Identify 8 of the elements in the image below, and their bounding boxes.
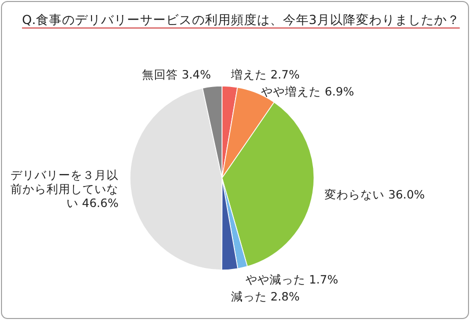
slice-label: やや増えた 6.9% <box>261 84 354 98</box>
slice-label: 変わらない 36.0% <box>324 188 425 202</box>
slice-label: 増えた 2.7% <box>230 67 300 82</box>
slice-label: デリバリーを３月以前から利用していない 46.6% <box>10 168 119 210</box>
chart-title: Q.食事のデリバリーサービスの利用頻度は、今年3月以降変わりましたか？ <box>22 12 460 27</box>
slice-label: やや減った 1.7% <box>245 272 338 286</box>
slice-label: 減った 2.8% <box>230 289 300 304</box>
slice-label: 無回答 3.4% <box>142 68 211 82</box>
